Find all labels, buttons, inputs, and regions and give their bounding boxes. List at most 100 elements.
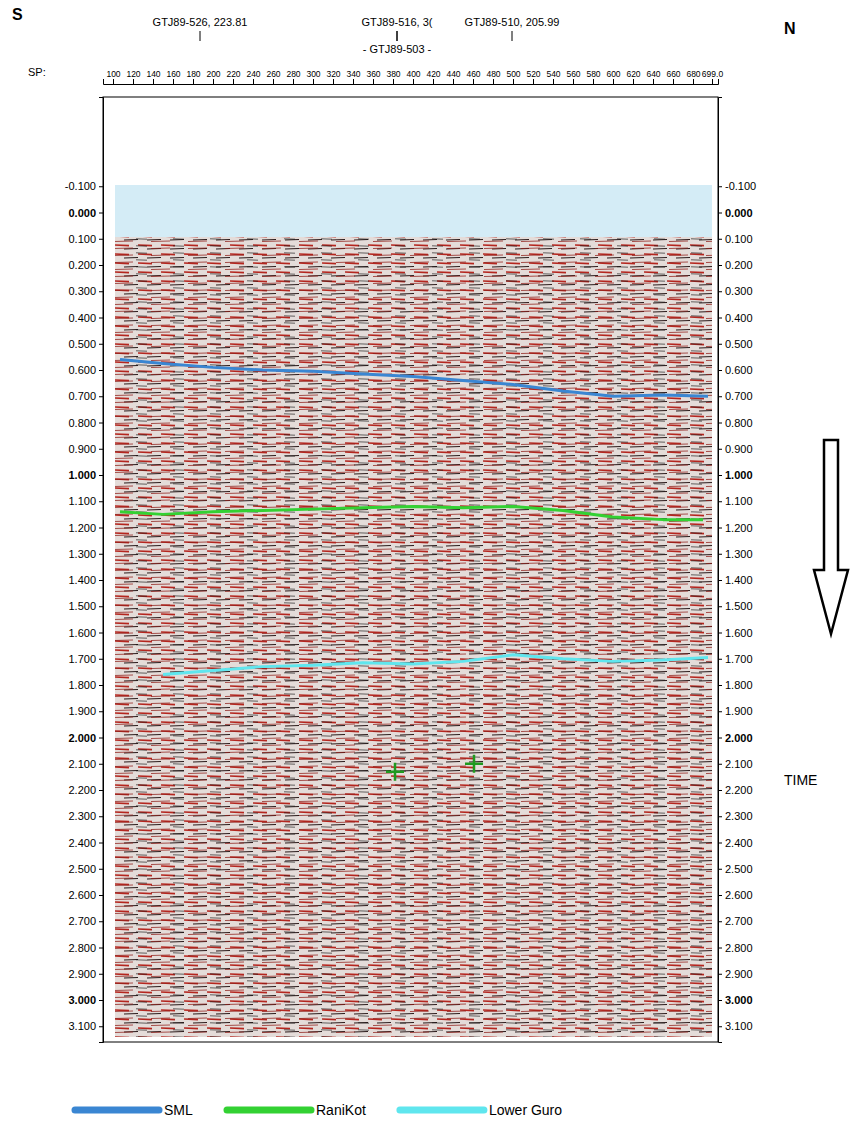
axis-line — [104, 79, 719, 85]
tick: 1.400 — [68, 574, 103, 586]
tick-mark — [718, 396, 722, 397]
y-axis-right: -0.1000.0000.1000.2000.3000.4000.5000.60… — [718, 98, 756, 1043]
tick: 2.700 — [68, 915, 103, 927]
tick-mark — [273, 79, 274, 84]
tick-label: 1.600 — [68, 627, 96, 639]
time-label: TIME — [784, 772, 817, 788]
tick-mark — [113, 79, 114, 84]
tick: 2.000 — [68, 732, 103, 744]
tick-mark — [99, 396, 103, 397]
tick: 0.700 — [718, 390, 753, 402]
tick-mark — [99, 921, 103, 922]
tick-label: 0.900 — [68, 443, 96, 455]
tick-label: 0.600 — [68, 364, 96, 376]
tick-label: 1.000 — [725, 469, 753, 481]
tick-label: 3.000 — [725, 994, 753, 1006]
tick-mark — [453, 79, 454, 84]
tick: 3.100 — [68, 1020, 103, 1032]
tick-label: 0.800 — [68, 417, 96, 429]
tick-label: 0.800 — [725, 417, 753, 429]
tick: 1.500 — [68, 600, 103, 612]
tick: 680 — [686, 69, 700, 84]
tick: 140 — [146, 69, 160, 84]
tick: 640 — [646, 69, 660, 84]
tick: 0.400 — [68, 312, 103, 324]
tick-mark — [99, 580, 103, 581]
x-axis: 1001201401601802002202402602803003203403… — [104, 69, 724, 85]
tick-mark — [718, 528, 722, 529]
tick-label: 380 — [386, 69, 400, 79]
tick: 180 — [186, 69, 200, 84]
tick-mark — [718, 606, 722, 607]
tick: 1.200 — [68, 522, 103, 534]
tick-label: 1.900 — [68, 705, 96, 717]
plot-ground — [103, 97, 718, 1042]
tick-label: 420 — [426, 69, 440, 79]
tick-label: 1.100 — [68, 495, 96, 507]
tick-mark — [718, 659, 722, 660]
well-label: GTJ89-516, 3( — [362, 16, 433, 28]
axis-line — [719, 98, 723, 1043]
tick: 0.000 — [718, 207, 753, 219]
tick: 2.400 — [68, 837, 103, 849]
tick-mark — [718, 423, 722, 424]
tick: 1.900 — [68, 705, 103, 717]
tick-mark — [153, 79, 154, 84]
tick-label: -0.100 — [65, 180, 96, 192]
tick: 540 — [546, 69, 560, 84]
tick-mark — [99, 790, 103, 791]
legend-label: Lower Guro — [489, 1102, 562, 1118]
tick-label: 200 — [206, 69, 220, 79]
tick: 0.600 — [718, 364, 753, 376]
tick-mark — [718, 869, 722, 870]
tick-mark — [99, 318, 103, 319]
tick-label: 3.000 — [68, 994, 96, 1006]
tick-mark — [333, 79, 334, 84]
tick-label: 2.300 — [68, 810, 96, 822]
tick-label: 1.500 — [68, 600, 96, 612]
tick-label: 2.500 — [68, 863, 96, 875]
tick-mark — [613, 79, 614, 84]
tick-label: 1.500 — [725, 600, 753, 612]
tick-mark — [718, 580, 722, 581]
tick: 2.100 — [68, 758, 103, 770]
tick-mark — [99, 1026, 103, 1027]
tick-label: 2.600 — [68, 889, 96, 901]
tick-label: 160 — [166, 69, 180, 79]
tick-mark — [718, 633, 722, 634]
tick: -0.100 — [65, 180, 103, 192]
tick: 260 — [266, 69, 280, 84]
tick-mark — [718, 501, 722, 502]
tick: 2.900 — [68, 968, 103, 980]
tick-mark — [718, 974, 722, 975]
tick-label: 2.400 — [68, 837, 96, 849]
tick: 200 — [206, 69, 220, 84]
tick: 0.900 — [718, 443, 753, 455]
tick-label: 280 — [286, 69, 300, 79]
y-axis-left: -0.1000.0000.1000.2000.3000.4000.5000.60… — [65, 98, 104, 1043]
tick-mark — [99, 528, 103, 529]
tick-mark — [233, 79, 234, 84]
tick-mark — [99, 239, 103, 240]
tick: 620 — [626, 69, 640, 84]
tick-mark — [533, 79, 534, 84]
legend-item: SML — [75, 1102, 193, 1118]
legend-swatch — [227, 1107, 311, 1114]
tick-mark — [718, 1000, 722, 1001]
tick-mark — [213, 79, 214, 84]
tick-mark — [712, 79, 713, 84]
tick-label: 120 — [126, 69, 140, 79]
tick-label: 0.000 — [68, 207, 96, 219]
tick: 1.600 — [68, 627, 103, 639]
tick: 360 — [366, 69, 380, 84]
tick: 280 — [286, 69, 300, 84]
tick: 1.800 — [68, 679, 103, 691]
well-tick — [397, 31, 398, 41]
tick-mark — [433, 79, 434, 84]
tick-mark — [553, 79, 554, 84]
tick-mark — [633, 79, 634, 84]
tick-label: 1.800 — [725, 679, 753, 691]
well-label: - GTJ89-503 - — [363, 43, 432, 55]
legend-swatch — [400, 1107, 484, 1114]
tick-label: 1.400 — [725, 574, 753, 586]
